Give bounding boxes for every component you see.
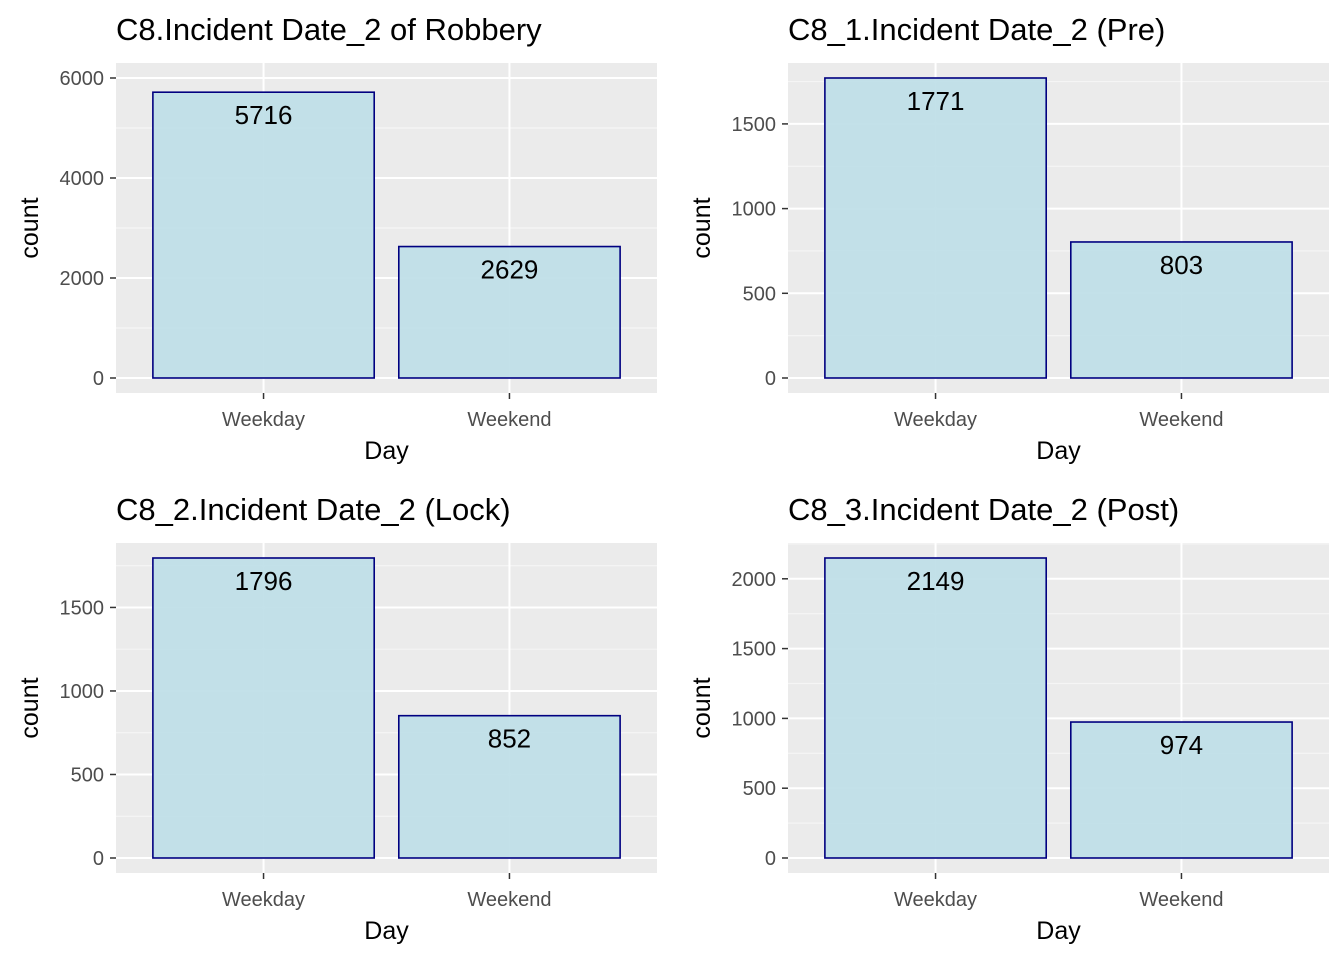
- y-axis-title: count: [688, 677, 716, 738]
- data-label: 974: [1160, 730, 1203, 760]
- chart-title: C8.Incident Date_2 of Robbery: [116, 12, 542, 47]
- y-tick-label: 0: [765, 368, 776, 390]
- chart-panel-2: 1771 803 0 500 1000 1500 Weekday Weekend Day coun…: [688, 12, 1329, 465]
- x-tick-label: Weekend: [1139, 409, 1223, 431]
- y-tick-label: 1000: [60, 681, 105, 703]
- y-tick-label: 2000: [732, 569, 777, 591]
- x-tick-label: Weekday: [222, 889, 305, 911]
- data-label: 2149: [907, 566, 965, 596]
- bar-weekday: [152, 557, 376, 859]
- y-tick-label: 0: [93, 848, 104, 870]
- y-tick-label: 6000: [60, 68, 105, 90]
- x-tick-label: Weekday: [894, 409, 977, 431]
- y-tick-label: 2000: [60, 268, 105, 290]
- y-tick-label: 0: [765, 848, 776, 870]
- y-tick-label: 500: [743, 778, 776, 800]
- y-tick-label: 500: [71, 764, 104, 786]
- y-tick-label: 1500: [60, 597, 105, 619]
- x-tick-label: Weekday: [894, 889, 977, 911]
- chart-panel-3: 1796 852 0 500 1000 1500 Weekday Weekend Day coun…: [16, 492, 657, 945]
- x-tick-label: Weekend: [1139, 889, 1223, 911]
- y-tick-label: 1500: [732, 639, 777, 661]
- x-tick-label: Weekday: [222, 409, 305, 431]
- bar-weekend: [1069, 721, 1293, 859]
- y-tick-label: 0: [93, 368, 104, 390]
- bar-weekday: [152, 91, 376, 379]
- bar-weekday: [824, 77, 1048, 379]
- bar-weekend: [1069, 241, 1293, 379]
- data-label: 852: [488, 724, 531, 754]
- chart-panel-4: 2149 974 0 500 1000 1500 2000 Weekday Weekend Day…: [688, 492, 1329, 945]
- y-tick-label: 1500: [732, 114, 777, 136]
- bar-weekend: [397, 714, 621, 859]
- data-label: 5716: [235, 100, 293, 130]
- bar-weekday: [824, 557, 1048, 859]
- y-tick-label: 4000: [60, 168, 105, 190]
- y-tick-label: 500: [743, 283, 776, 305]
- data-label: 1796: [235, 566, 293, 596]
- chart-title: C8_1.Incident Date_2 (Pre): [788, 12, 1165, 47]
- chart-panel-1: 5716 2629 0 2000 4000 6000 Weekday Weekend Day co…: [16, 12, 657, 465]
- x-axis-title: Day: [1036, 437, 1081, 465]
- y-tick-label: 1000: [732, 708, 777, 730]
- data-label: 803: [1160, 250, 1203, 280]
- data-label: 1771: [907, 86, 965, 116]
- chart-title: C8_3.Incident Date_2 (Post): [788, 492, 1179, 527]
- x-axis-title: Day: [364, 437, 409, 465]
- y-axis-title: count: [16, 677, 44, 738]
- bar-weekend: [397, 245, 621, 379]
- chart-title: C8_2.Incident Date_2 (Lock): [116, 492, 511, 527]
- x-axis-title: Day: [1036, 917, 1081, 945]
- y-tick-label: 1000: [732, 199, 777, 221]
- y-axis-title: count: [16, 197, 44, 258]
- x-tick-label: Weekend: [467, 409, 551, 431]
- data-label: 2629: [481, 255, 539, 285]
- y-axis-title: count: [688, 197, 716, 258]
- x-tick-label: Weekend: [467, 889, 551, 911]
- x-axis-title: Day: [364, 917, 409, 945]
